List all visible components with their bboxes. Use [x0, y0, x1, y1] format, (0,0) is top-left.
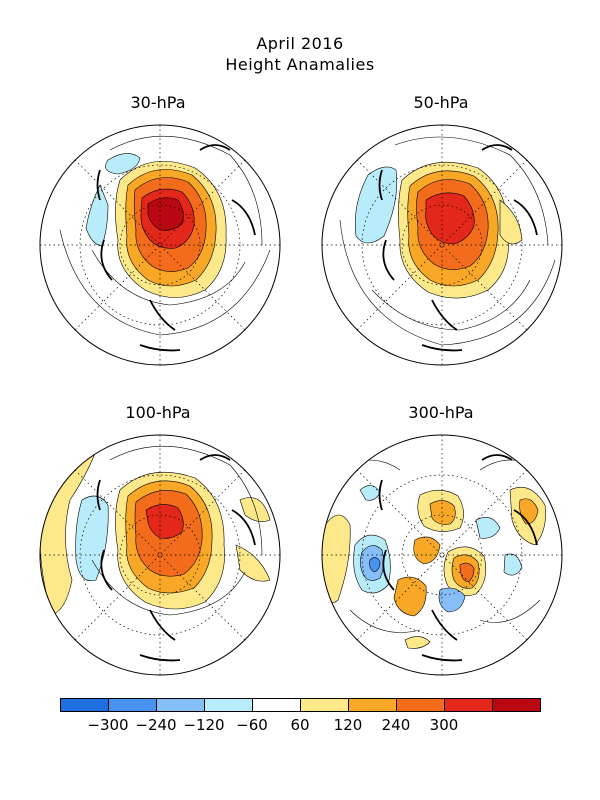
colorbar-segment [156, 698, 205, 712]
panel-50hpa [321, 124, 563, 366]
colorbar-tick-label: 60 [290, 716, 310, 734]
colorbar-tick-label: −240 [135, 716, 177, 734]
globe-outline [321, 124, 563, 366]
colorbar-segment [60, 698, 109, 712]
panel-label-100hpa: 100-hPa [125, 403, 191, 422]
negative-anomaly [85, 184, 109, 247]
coastline [378, 144, 538, 352]
negative-anomaly [105, 153, 141, 175]
globe-outline [39, 434, 281, 676]
colorbar-tick-label: −120 [183, 716, 225, 734]
panel-label-300hpa: 300-hPa [408, 403, 474, 422]
positive-anomaly [425, 192, 475, 245]
map-subtitle: Height Anamalies [225, 55, 375, 74]
panel-label-30hpa: 30-hPa [130, 93, 186, 112]
colorbar-segment [492, 698, 541, 712]
colorbar-tick-label: 300 [429, 716, 459, 734]
colorbar-segment [300, 698, 349, 712]
colorbar-segment [396, 698, 445, 712]
negative-anomaly [75, 495, 109, 582]
colorbar-segment [348, 698, 397, 712]
positive-anomaly [322, 514, 351, 603]
colorbar-tick-label: −60 [236, 716, 268, 734]
negative-anomaly [354, 166, 398, 244]
colorbar-segment [204, 698, 253, 712]
coastline [96, 454, 256, 662]
positive-anomaly [145, 504, 184, 539]
colorbar-segment [108, 698, 157, 712]
colorbar-tick-label: −300 [87, 716, 129, 734]
coastline [96, 144, 256, 352]
colorbar-segment [252, 698, 301, 712]
positive-anomaly [147, 197, 184, 231]
colorbar [60, 698, 541, 714]
colorbar-segment [444, 698, 493, 712]
colorbar-tick-label: 120 [333, 716, 363, 734]
globe-outline [321, 434, 563, 676]
panel-300hpa [321, 434, 563, 676]
panel-100hpa [39, 434, 281, 676]
panel-30hpa [39, 124, 281, 366]
panel-label-50hpa: 50-hPa [413, 93, 469, 112]
globe-outline [39, 124, 281, 366]
colorbar-tick-label: 240 [381, 716, 411, 734]
map-title: April 2016 [256, 34, 344, 53]
globe-disc [322, 435, 562, 675]
coastline [378, 454, 538, 662]
